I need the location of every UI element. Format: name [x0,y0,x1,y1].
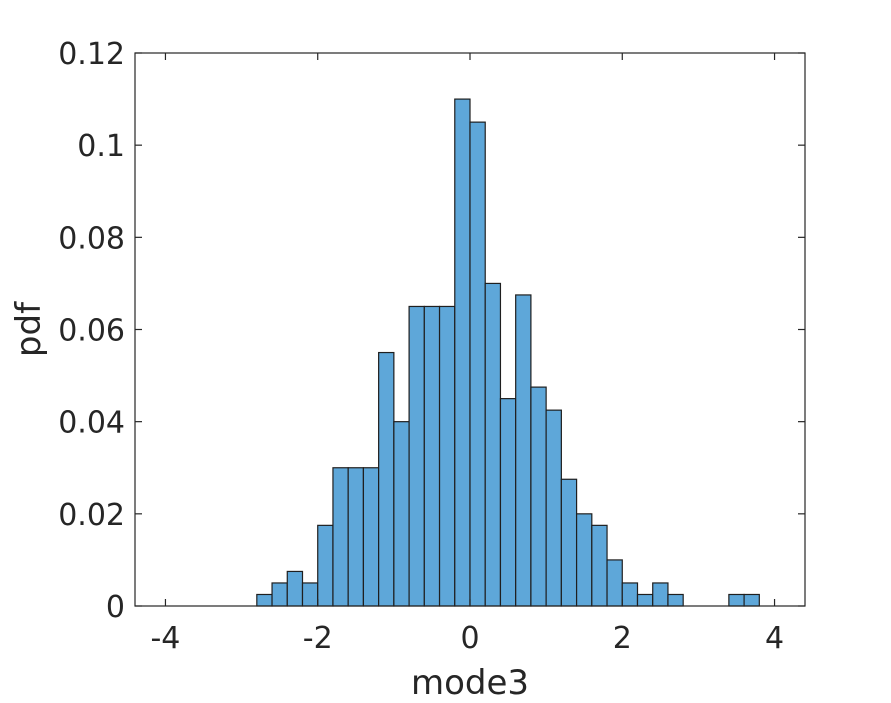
histogram-bar [438,305,456,607]
histogram-bar [636,593,654,607]
histogram-bar [378,351,395,607]
histogram-bar [621,582,639,607]
histogram-bar [591,524,608,607]
histogram-bar [286,570,304,607]
y-tick-label: 0.06 [58,314,125,349]
histogram-bar [301,582,319,607]
histogram-bar [560,478,578,607]
histogram-bar [393,421,410,607]
histogram-bar [332,467,349,607]
x-axis-label: mode3 [411,663,529,703]
y-tick-label: 0.12 [58,37,125,72]
ticks-group: -4 -2 0 2 4 0 0.02 0.04 0.06 0.08 0.1 0.12 [58,37,805,656]
histogram-bar [545,409,562,607]
histogram-bar [256,593,273,607]
x-tick-label: -4 [150,621,180,656]
histogram-bar [317,524,334,607]
histogram-bar [515,294,532,607]
histogram-bar [575,513,593,607]
y-tick-label: 0.1 [77,129,125,164]
x-tick-label: 0 [460,621,479,656]
y-tick-label: 0 [106,590,125,625]
histogram-bar [271,582,288,607]
histogram-bar [606,559,623,607]
histogram-bar [484,282,502,607]
histogram-bar [408,305,425,607]
histogram-bar [423,305,441,607]
y-tick-label: 0.04 [58,406,125,441]
x-tick-label: 2 [613,621,632,656]
histogram-bar [667,593,684,607]
histogram-bar [347,467,365,607]
y-tick-label: 0.08 [58,221,125,256]
bars-group [256,98,760,607]
histogram-bar [728,593,745,607]
histogram-bar [499,398,517,607]
histogram-bar [454,98,471,607]
histogram-bar [530,386,547,607]
x-tick-label: -2 [303,621,333,656]
histogram-bar [469,121,486,607]
histogram-bar [652,582,669,607]
y-tick-label: 0.02 [58,498,125,533]
histogram-bar [743,593,760,607]
x-tick-label: 4 [765,621,784,656]
y-axis-label: pdf [9,301,49,357]
histogram-bar [362,467,380,607]
